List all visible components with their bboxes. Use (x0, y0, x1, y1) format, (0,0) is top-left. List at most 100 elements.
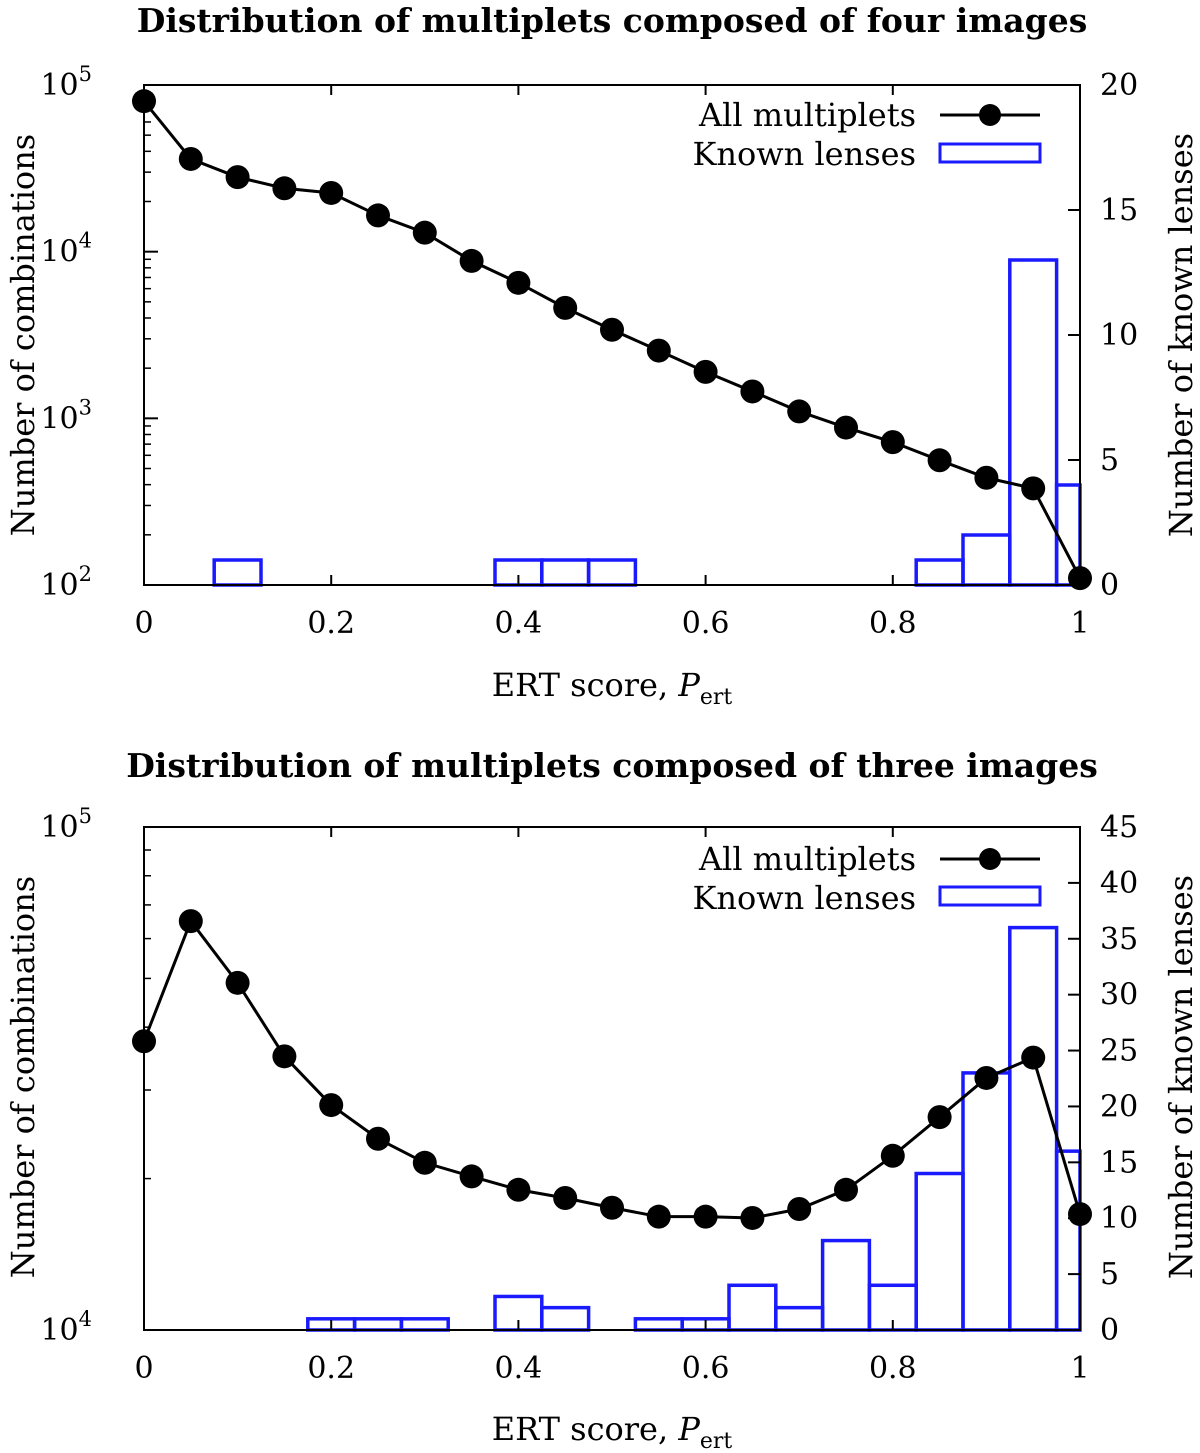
data-point (506, 1177, 531, 1202)
histogram-bar (586, 558, 638, 587)
histogram-bar (633, 1317, 684, 1332)
y2-tick-label: 35 (1100, 922, 1138, 957)
chart-title: Distribution of multiplets composed of f… (137, 1, 1088, 40)
y2-tick-label: 0 (1100, 568, 1119, 603)
data-point (693, 359, 718, 384)
histogram-bar (914, 558, 965, 587)
data-point (1021, 1045, 1046, 1070)
x-tick-label: 0.6 (682, 606, 730, 641)
y-axis-label: Number of combinations (4, 134, 42, 536)
y2-tick-label: 40 (1100, 866, 1138, 901)
y-tick-label: 104 (40, 1307, 92, 1348)
y-axis: 104 105 (40, 804, 158, 1348)
data-point (1021, 476, 1046, 501)
legend-marker-swatch (979, 848, 1001, 870)
legend-label-all-multiplets: All multiplets (698, 96, 916, 134)
y-tick-label: 102 (40, 562, 92, 603)
histogram-bar (820, 1238, 872, 1332)
legend-bar-swatch (938, 142, 1042, 164)
y2-tick-label: 45 (1100, 810, 1138, 845)
x-axis-label: ERT score, Pert (492, 1410, 733, 1453)
legend-bar-swatch (938, 885, 1042, 907)
y2-axis-label: Number of known lenses (1162, 133, 1200, 537)
y-axis: 102 103 104 105 (40, 62, 158, 603)
y2-axis: 0 5 10 15 20 25 30 35 40 45 (1068, 810, 1138, 1348)
x-tick-label: 0.6 (682, 1351, 730, 1386)
legend-label-known-lenses: Known lenses (692, 879, 916, 917)
x-tick-label: 0.4 (495, 606, 543, 641)
legend-label-all-multiplets: All multiplets (698, 840, 916, 878)
legend: All multiplets Known lenses (692, 840, 1042, 917)
x-tick-label: 1 (1070, 606, 1089, 641)
histogram-bar (774, 1305, 825, 1332)
data-point (366, 203, 390, 228)
data-point (272, 176, 297, 201)
data-point (412, 1150, 437, 1175)
data-point (693, 1204, 718, 1229)
data-point (506, 270, 531, 295)
data-point (600, 317, 624, 342)
data-point (834, 1177, 858, 1202)
histogram-bar (1008, 925, 1059, 1332)
data-point (787, 1197, 812, 1222)
histogram-bar (914, 1171, 965, 1332)
histogram-bar (399, 1317, 450, 1332)
y-tick-label: 105 (40, 804, 92, 845)
y2-tick-label: 20 (1100, 68, 1138, 103)
y2-tick-label: 10 (1100, 1201, 1138, 1236)
data-point (927, 1105, 952, 1130)
plot-frame (143, 84, 1081, 586)
x-tick-label: 1 (1070, 1351, 1089, 1386)
data-point (880, 1143, 905, 1168)
data-point (553, 295, 578, 320)
histogram-bar (961, 533, 1012, 587)
histogram-bar (352, 1317, 404, 1332)
legend: All multiplets Known lenses (692, 96, 1042, 173)
histogram-bar (212, 558, 263, 587)
y2-axis-label: Number of known lenses (1162, 875, 1200, 1279)
x-axis: 0 0.2 0.4 0.6 0.8 1 (134, 827, 1090, 1386)
data-point (880, 430, 905, 455)
data-point (412, 220, 437, 245)
histogram-bar (961, 1071, 1012, 1332)
data-point (553, 1185, 578, 1210)
legend-label-known-lenses: Known lenses (692, 135, 916, 173)
data-point (600, 1195, 624, 1220)
y-tick-label: 103 (40, 395, 92, 436)
data-point (787, 399, 812, 424)
data-point (459, 1164, 484, 1189)
data-point (927, 448, 952, 473)
data-point (459, 248, 484, 273)
x-tick-label: 0.2 (307, 1351, 355, 1386)
y-tick-label: 105 (40, 62, 92, 103)
data-point (740, 1205, 765, 1230)
series-all-multiplets (132, 89, 1092, 591)
y2-tick-label: 25 (1100, 1034, 1138, 1069)
data-point (646, 1204, 671, 1229)
y2-axis: 0 5 10 15 20 (1068, 68, 1138, 603)
data-point (740, 379, 765, 404)
x-tick-label: 0.2 (307, 606, 355, 641)
data-point (178, 146, 203, 171)
y2-tick-label: 15 (1100, 193, 1138, 228)
panel-three-images: Distribution of multiplets composed of t… (4, 746, 1200, 1453)
plot-frame (143, 826, 1081, 1331)
histogram-bar (727, 1283, 778, 1332)
x-tick-label: 0 (134, 1351, 153, 1386)
data-point (319, 180, 344, 205)
x-tick-label: 0.8 (869, 1351, 917, 1386)
histogram-bar (1008, 258, 1059, 587)
data-point (225, 165, 250, 190)
y2-tick-label: 30 (1100, 978, 1138, 1013)
x-tick-label: 0.8 (869, 606, 917, 641)
y2-tick-label: 15 (1100, 1145, 1138, 1180)
x-tick-label: 0 (134, 606, 153, 641)
y-tick-label: 104 (40, 229, 92, 270)
chart-title: Distribution of multiplets composed of t… (126, 746, 1098, 785)
data-point (974, 1065, 999, 1090)
y2-tick-label: 20 (1100, 1089, 1138, 1124)
y2-tick-label: 0 (1100, 1313, 1119, 1348)
data-point (974, 465, 999, 490)
data-point (225, 970, 250, 995)
